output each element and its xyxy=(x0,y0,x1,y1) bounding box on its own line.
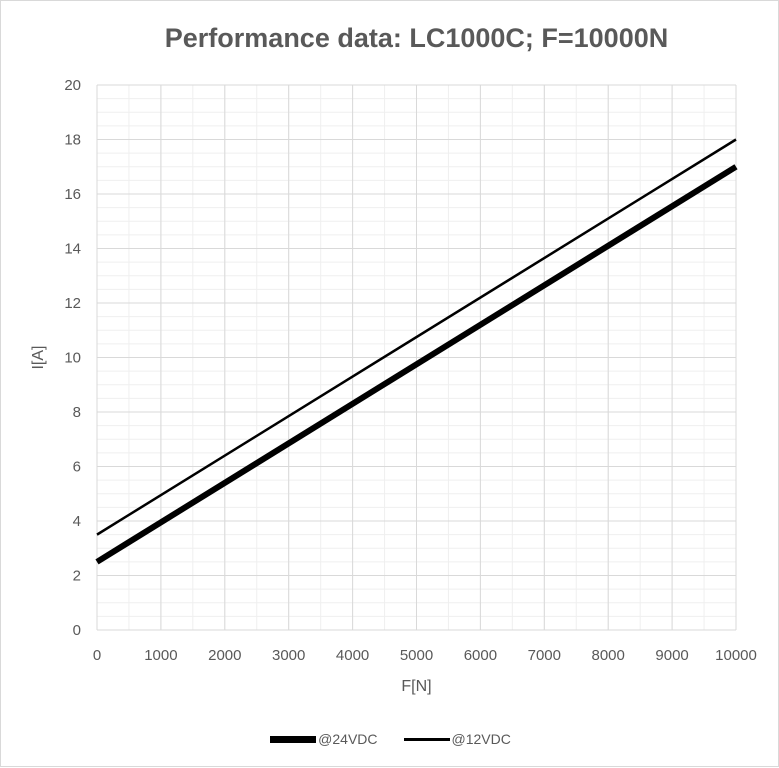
x-tick-label: 7000 xyxy=(528,647,561,664)
chart-title: Performance data: LC1000C; F=10000N xyxy=(164,23,669,53)
legend-item-24vdc: @24VDC xyxy=(270,731,378,747)
x-tick-label: 10000 xyxy=(715,647,757,664)
y-tick-label: 16 xyxy=(64,186,81,203)
y-tick-label: 6 xyxy=(73,459,81,476)
y-tick-label: 2 xyxy=(73,568,81,585)
x-tick-label: 8000 xyxy=(592,647,625,664)
x-tick-label: 1000 xyxy=(144,647,177,664)
legend-swatch-12vdc xyxy=(403,737,450,741)
series-lines xyxy=(95,138,738,565)
x-tick-label: 6000 xyxy=(464,647,497,664)
x-axis-title: F[N] xyxy=(401,678,431,695)
y-tick-label: 4 xyxy=(73,513,81,530)
x-tick-label: 9000 xyxy=(655,647,688,664)
x-tick-label: 2000 xyxy=(208,647,241,664)
y-tick-label: 8 xyxy=(73,404,81,421)
legend: @24VDC @12VDC xyxy=(1,731,779,747)
legend-item-12vdc: @12VDC xyxy=(403,731,511,747)
series-line-12vdc xyxy=(96,138,737,536)
legend-label-12vdc: @12VDC xyxy=(451,731,511,747)
series-line-24vdc xyxy=(95,164,738,565)
y-axis-title: I[A] xyxy=(30,345,47,369)
x-tick-label: 0 xyxy=(93,647,101,664)
legend-label-24vdc: @24VDC xyxy=(318,731,378,747)
y-tick-label: 0 xyxy=(73,622,81,639)
y-tick-label: 14 xyxy=(64,241,81,258)
x-axis-ticks: 0 1000 2000 3000 4000 5000 6000 7000 8000 9000 100… xyxy=(93,647,757,664)
y-tick-label: 18 xyxy=(64,132,81,149)
major-gridlines xyxy=(96,84,737,631)
x-tick-label: 4000 xyxy=(336,647,369,664)
x-tick-label: 3000 xyxy=(272,647,305,664)
y-axis-ticks: 0 2 4 6 8 10 12 14 16 18 20 xyxy=(64,77,81,639)
y-tick-label: 12 xyxy=(64,295,81,312)
y-tick-label: 20 xyxy=(64,77,81,94)
legend-swatch-24vdc xyxy=(270,735,317,743)
y-tick-label: 10 xyxy=(64,350,81,367)
x-tick-label: 5000 xyxy=(400,647,433,664)
